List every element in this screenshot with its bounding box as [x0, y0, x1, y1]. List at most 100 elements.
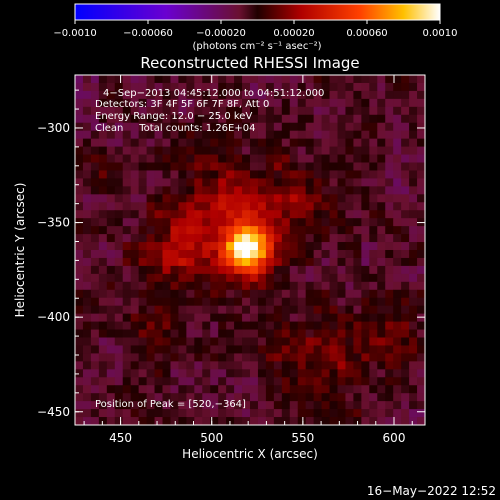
heatmap-cell: [98, 130, 108, 140]
heatmap-cell: [401, 289, 410, 299]
heatmap-cell: [305, 122, 315, 132]
heatmap-cell: [194, 337, 203, 346]
heatmap-cell: [250, 154, 259, 163]
heatmap-cell: [146, 234, 155, 243]
heatmap-cell: [90, 257, 100, 267]
heatmap-cell: [162, 146, 171, 155]
heatmap-cell: [377, 170, 386, 179]
heatmap-cell: [75, 242, 84, 251]
heatmap-cell: [265, 98, 275, 108]
heatmap-cell: [98, 250, 108, 259]
heatmap-cell: [369, 265, 378, 275]
annotation-clean-counts: Clean Total counts: 1.26E+04: [95, 123, 255, 134]
heatmap-cell: [265, 138, 275, 147]
heatmap-cell: [257, 281, 267, 291]
heatmap-cell: [122, 202, 132, 211]
heatmap-cell: [170, 289, 179, 299]
heatmap-cell: [162, 401, 171, 410]
heatmap-cell: [305, 273, 315, 283]
heatmap-cell: [178, 194, 187, 203]
heatmap-cell: [361, 194, 370, 203]
heatmap-cell: [289, 401, 299, 410]
heatmap-cell: [178, 138, 187, 147]
heatmap-cell: [393, 234, 402, 243]
heatmap-cell: [337, 393, 346, 402]
heatmap-cell: [82, 242, 92, 251]
heatmap-cell: [138, 90, 147, 100]
heatmap-cell: [146, 265, 155, 275]
heatmap-cell: [369, 313, 378, 322]
heatmap-cell: [305, 114, 315, 124]
annotation-block: 4−Sep−2013 04:45:12.000 to 04:51:12.000 …: [95, 88, 324, 134]
heatmap-cell: [186, 289, 195, 299]
heatmap-cell: [146, 170, 155, 179]
heatmap-cell: [178, 202, 187, 211]
heatmap-cell: [170, 178, 179, 187]
heatmap-cell: [417, 210, 426, 219]
heatmap-cell: [353, 265, 362, 275]
heatmap-cell: [361, 257, 370, 267]
heatmap-cell: [98, 194, 108, 203]
heatmap-cell: [281, 138, 291, 147]
heatmap-cell: [122, 186, 132, 195]
heatmap-cell: [417, 305, 426, 315]
heatmap-cell: [250, 385, 259, 394]
heatmap-cell: [194, 321, 203, 330]
heatmap-cell: [353, 369, 362, 378]
heatmap-cell: [313, 281, 322, 291]
heatmap-cell: [265, 250, 275, 259]
heatmap-cell: [297, 242, 307, 251]
heatmap-cell: [305, 242, 315, 251]
heatmap-cell: [162, 385, 171, 394]
heatmap-cell: [305, 210, 315, 219]
heatmap-cell: [377, 138, 386, 147]
heatmap-cell: [218, 122, 227, 132]
heatmap-cell: [417, 281, 426, 291]
heatmap-cell: [377, 345, 386, 354]
heatmap-cell: [409, 170, 418, 179]
heatmap-cell: [289, 345, 299, 354]
heatmap-cell: [154, 114, 163, 124]
heatmap-cell: [98, 361, 108, 370]
heatmap-cell: [337, 186, 346, 195]
heatmap-cell: [265, 385, 275, 394]
heatmap-cell: [297, 345, 307, 354]
heatmap-cell: [178, 98, 187, 108]
heatmap-cell: [202, 361, 211, 370]
heatmap-cell: [377, 218, 386, 227]
heatmap-cell: [313, 313, 322, 322]
heatmap-cell: [234, 321, 243, 330]
heatmap-cell: [313, 226, 322, 235]
heatmap-cell: [337, 162, 346, 171]
heatmap-cell: [202, 353, 211, 362]
heatmap-cell: [313, 329, 322, 338]
heatmap-cell: [345, 353, 354, 362]
x-tick-label: 550: [291, 431, 314, 445]
colorbar-tick-label: −0.00020: [196, 28, 246, 39]
heatmap-cell: [273, 242, 283, 251]
heatmap-cell: [353, 361, 362, 370]
heatmap-cell: [281, 194, 291, 203]
heatmap-cell: [130, 361, 140, 370]
heatmap-cell: [385, 313, 394, 322]
heatmap-cell: [138, 250, 147, 259]
heatmap-cell: [313, 265, 322, 275]
heatmap-cell: [250, 114, 259, 124]
heatmap-cell: [234, 106, 243, 116]
heatmap-cell: [265, 202, 275, 211]
heatmap-cell: [297, 289, 307, 299]
heatmap-cell: [329, 393, 338, 402]
heatmap-cell: [218, 329, 227, 338]
heatmap-cell: [257, 417, 267, 426]
heatmap-cell: [313, 377, 322, 386]
heatmap-cell: [170, 75, 179, 84]
heatmap-cell: [265, 313, 275, 322]
heatmap-cell: [297, 75, 307, 84]
heatmap-cell: [138, 353, 147, 362]
heatmap-cell: [369, 393, 378, 402]
heatmap-cell: [234, 409, 243, 418]
heatmap-cell: [361, 337, 370, 346]
heatmap-cell: [90, 417, 100, 426]
heatmap-cell: [265, 273, 275, 283]
heatmap-cell: [162, 265, 171, 275]
